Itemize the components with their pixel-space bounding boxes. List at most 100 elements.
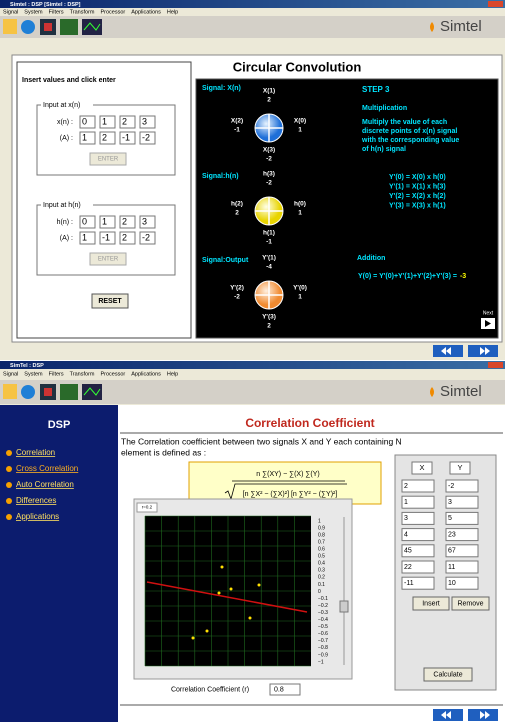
nav-title: DSP [48, 419, 71, 431]
cell-value: 1 [82, 132, 87, 142]
cell-value: 2 [102, 132, 107, 142]
point-value: 2 [267, 97, 271, 104]
equation: Y'(2) = X(2) x h(2) [389, 193, 446, 200]
page: { "window1": { "title": "Simtel : DSP [S… [0, 0, 505, 722]
menu-item[interactable]: Applications [131, 371, 161, 377]
point-name: Y'(3) [262, 314, 276, 321]
point-value: -2 [266, 156, 272, 163]
cell-value: 3 [142, 216, 147, 226]
point-name: Y'(0) [293, 285, 307, 292]
y-axis-label: 0 [318, 589, 321, 595]
intro-text: element is defined as : [121, 447, 206, 457]
r-label: r=0.2 [142, 505, 153, 510]
window-controls[interactable] [488, 362, 503, 368]
cell-value: 22 [404, 564, 412, 571]
window-title: Simtel : DSP [Simtel : DSP] [10, 2, 81, 8]
point-name: X(2) [231, 118, 243, 125]
nav-bullet [6, 482, 12, 488]
point-name: Y'(1) [262, 255, 276, 262]
cell-value: 10 [448, 580, 456, 587]
fieldset-legend: Input at x(n) [43, 102, 80, 109]
menu-item[interactable]: Signal [3, 371, 18, 377]
point-name: Y'(2) [230, 285, 244, 292]
y-axis-label: 1 [318, 518, 321, 524]
y-axis-label: 0.7 [318, 539, 325, 545]
nav-item[interactable]: Correlation [16, 448, 55, 457]
menu-item[interactable]: Processor [100, 9, 125, 15]
nav-item[interactable]: Cross Correlation [16, 464, 78, 473]
next-button[interactable] [481, 318, 495, 329]
y-axis-label: −0.8 [318, 645, 328, 651]
signal-label: Signal:Output [202, 257, 249, 264]
nav-bullet [6, 498, 12, 504]
y-axis-label: 0.1 [318, 582, 325, 588]
window-controls[interactable] [488, 1, 503, 7]
cell-value: 2 [404, 483, 408, 490]
formula-numerator: n ∑(XY) − ∑(X) ∑(Y) [256, 471, 319, 478]
signal-label: Signal: X(n) [202, 85, 241, 92]
point-value: -2 [234, 294, 240, 301]
cell-value: -2 [142, 132, 150, 142]
row-label: x(n) : [57, 119, 73, 126]
menu-item[interactable]: Applications [131, 9, 161, 15]
menu-item[interactable]: Filters [49, 9, 64, 15]
point-name: X(0) [294, 118, 306, 125]
menu-item[interactable]: Processor [100, 371, 125, 377]
menu-item[interactable]: Help [167, 9, 178, 15]
menu-item[interactable]: Filters [49, 371, 64, 377]
cell-value: 67 [448, 548, 456, 555]
y-axis-label: 0.9 [318, 525, 325, 531]
menu-item[interactable]: System [24, 9, 43, 15]
point-value: 2 [267, 323, 271, 330]
y-axis-label: 0.2 [318, 575, 325, 581]
title-bar [0, 361, 505, 369]
button-label: ENTER [98, 157, 119, 163]
sum-text: Y(0) = Y'(0)+Y'(1)+Y'(2)+Y'(3) = [358, 273, 457, 280]
next-label: Next [483, 310, 494, 316]
cell-value: -1 [122, 132, 130, 142]
menu-item[interactable]: Signal [3, 9, 18, 15]
intro-text: The Correlation coefficient between two … [121, 436, 402, 446]
cell-value: 1 [102, 116, 107, 126]
cell-value: 1 [404, 499, 408, 506]
point-value: -2 [266, 180, 272, 187]
point-value: -1 [266, 239, 272, 246]
row-label: (A) : [60, 135, 73, 142]
button-label: Remove [457, 600, 483, 607]
cell-value: 1 [82, 232, 87, 242]
equation: Y'(0) = X(0) x h(0) [389, 174, 446, 181]
menu-item[interactable]: System [24, 371, 43, 377]
y-axis-label: −0.4 [318, 617, 328, 623]
heading: Correlation Coefficient [245, 416, 374, 430]
nav-item[interactable]: Differences [16, 496, 56, 505]
y-axis-label: −0.6 [318, 631, 328, 637]
menu-item[interactable]: Transform [70, 371, 95, 377]
slider-thumb[interactable] [340, 601, 348, 612]
cell-value: -11 [404, 580, 414, 587]
formula-denominator: [n ∑X² − (∑X)²] [n ∑Y² − (∑Y)²] [243, 491, 338, 498]
cell-value: -1 [102, 232, 110, 242]
y-axis-label: −1 [318, 659, 324, 665]
y-axis-label: −0.5 [318, 624, 328, 630]
cell-value: 5 [448, 515, 452, 522]
menu-item[interactable]: Help [167, 371, 178, 377]
cell-value: 11 [448, 564, 455, 571]
addition-title: Addition [357, 255, 385, 262]
cell-value: 23 [448, 531, 456, 538]
cell-value: 4 [404, 531, 408, 538]
equation: Y'(1) = X(1) x h(3) [389, 183, 446, 190]
point-name: X(3) [263, 147, 275, 154]
point-value: 1 [298, 210, 302, 217]
cell-value: -2 [142, 232, 150, 242]
cell-value: 2 [122, 116, 127, 126]
nav-item[interactable]: Applications [16, 512, 59, 521]
step-title: STEP 3 [362, 85, 390, 94]
button-label: Calculate [433, 671, 462, 678]
button-label: Insert [422, 600, 440, 607]
menu-item[interactable]: Transform [70, 9, 95, 15]
step-text: with the corresponding value [361, 137, 459, 144]
equation: Y'(3) = X(3) x h(1) [389, 202, 446, 209]
nav-item[interactable]: Auto Correlation [16, 480, 74, 489]
nav-bullet [6, 450, 12, 456]
button-label: ENTER [98, 257, 119, 263]
